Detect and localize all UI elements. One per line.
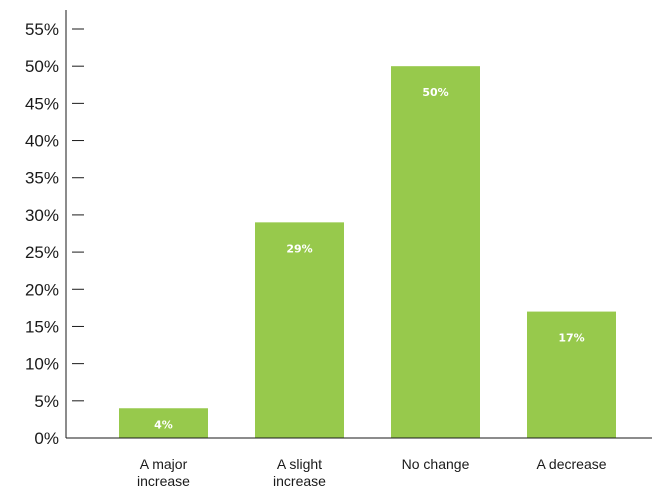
- x-category-label: A slight increase: [273, 456, 326, 489]
- x-category-label-line: A decrease: [536, 456, 606, 472]
- bar: [119, 408, 208, 438]
- data-label: 50%: [422, 86, 448, 99]
- data-label: 29%: [286, 242, 312, 255]
- y-tick-label: 0%: [34, 429, 59, 448]
- x-category-label-line: A major: [140, 456, 188, 472]
- x-category-label: A major increase: [137, 456, 190, 489]
- y-tick-label: 45%: [25, 94, 59, 113]
- bar: [391, 66, 480, 438]
- y-tick-label: 35%: [25, 169, 59, 188]
- y-tick-label: 25%: [25, 243, 59, 262]
- data-label: 17%: [558, 332, 584, 345]
- x-category-label: No change: [402, 456, 470, 472]
- x-category-label: A decrease: [536, 456, 606, 472]
- data-label: 4%: [154, 418, 173, 431]
- bars: 4% 29% 50% 17%: [119, 66, 616, 438]
- x-category-label-line: increase: [273, 473, 326, 489]
- bar: [527, 311, 616, 438]
- y-tick-label: 15%: [25, 317, 59, 336]
- y-tick-label: 10%: [25, 355, 59, 374]
- y-axis: 0% 5% 10% 15% 20% 25% 30% 35% 40% 45% 50% 55%: [25, 10, 84, 448]
- y-tick-label: 30%: [25, 206, 59, 225]
- bar: [255, 222, 344, 438]
- y-tick-label: 20%: [25, 280, 59, 299]
- y-tick-label: 55%: [25, 20, 59, 39]
- x-category-label-line: A slight: [277, 456, 322, 472]
- y-tick-label: 40%: [25, 132, 59, 151]
- y-tick-label: 50%: [25, 57, 59, 76]
- y-tick-label: 5%: [34, 392, 59, 411]
- x-category-label-line: No change: [402, 456, 470, 472]
- x-category-label-line: increase: [137, 473, 190, 489]
